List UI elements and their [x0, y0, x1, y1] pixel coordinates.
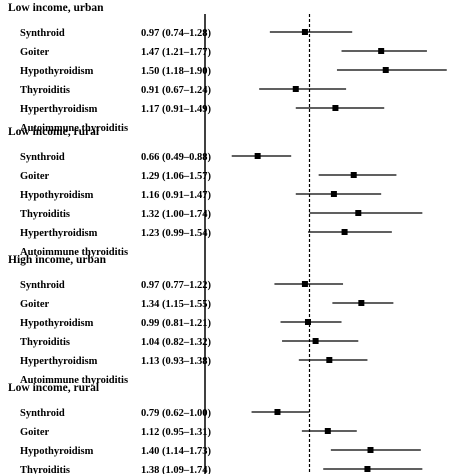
point-estimate-marker	[350, 172, 357, 178]
group-header: Low income, urban	[8, 2, 104, 14]
estimate-ci-text: 1.50 (1.18–1.90)	[141, 66, 211, 77]
row-label: Synthroid	[20, 408, 65, 419]
point-estimate-marker	[364, 466, 371, 472]
estimate-ci-text: 0.66 (0.49–0.88)	[141, 152, 211, 163]
point-estimate-marker	[274, 409, 281, 415]
estimate-ci-text: 1.47 (1.21–1.77)	[141, 47, 211, 58]
row-label: Hyperthyroidism	[20, 228, 98, 239]
row-label: Thyroiditis	[20, 465, 70, 474]
row-label: Hyperthyroidism	[20, 104, 98, 115]
point-estimate-marker	[292, 86, 299, 92]
point-estimate-marker	[355, 210, 362, 216]
estimate-ci-text: 1.12 (0.95–1.31)	[141, 427, 211, 438]
estimate-ci-text: 1.34 (1.15–1.55)	[141, 299, 211, 310]
row-label: Synthroid	[20, 152, 65, 163]
point-estimate-marker	[304, 319, 311, 325]
group-header: Low income, rural	[8, 126, 99, 138]
row-label: Thyroiditis	[20, 85, 70, 96]
point-estimate-marker	[332, 105, 339, 111]
row-label: Hypothyroidism	[20, 446, 94, 457]
row-label: Hypothyroidism	[20, 190, 94, 201]
estimate-ci-text: 1.04 (0.82–1.32)	[141, 337, 211, 348]
estimate-ci-text: 1.17 (0.91–1.49)	[141, 104, 211, 115]
estimate-ci-text: 1.38 (1.09–1.74)	[141, 465, 211, 474]
point-estimate-marker	[367, 447, 374, 453]
row-label: Hyperthyroidism	[20, 356, 98, 367]
estimate-ci-text: 0.97 (0.77–1.22)	[141, 280, 211, 291]
estimate-ci-text: 1.23 (0.99–1.54)	[141, 228, 211, 239]
group-header: Low income, rural	[8, 382, 99, 394]
point-estimate-marker	[382, 67, 389, 73]
point-estimate-marker	[301, 281, 308, 287]
row-label: Goiter	[20, 171, 49, 182]
row-label: Autoimmune thyroiditis	[20, 123, 128, 134]
row-label: Thyroiditis	[20, 337, 70, 348]
row-label: Thyroiditis	[20, 209, 70, 220]
point-estimate-marker	[378, 48, 385, 54]
estimate-ci-text: 0.91 (0.67–1.24)	[141, 85, 211, 96]
point-estimate-marker	[330, 191, 337, 197]
estimate-ci-text: 0.99 (0.81–1.21)	[141, 318, 211, 329]
point-estimate-marker	[301, 29, 308, 35]
estimate-ci-text: 1.40 (1.14–1.73)	[141, 446, 211, 457]
row-label: Synthroid	[20, 28, 65, 39]
point-estimate-marker	[324, 428, 331, 434]
estimate-ci-text: 0.79 (0.62–1.00)	[141, 408, 211, 419]
estimate-ci-text: 0.97 (0.74–1.28)	[141, 28, 211, 39]
point-estimate-marker	[358, 300, 365, 306]
point-estimate-marker	[326, 357, 333, 363]
point-estimate-marker	[312, 338, 319, 344]
point-estimate-marker	[254, 153, 261, 159]
row-label: Autoimmune thyroiditis	[20, 247, 128, 258]
row-label: Goiter	[20, 427, 49, 438]
row-label: Goiter	[20, 299, 49, 310]
estimate-ci-text: 1.13 (0.93–1.38)	[141, 356, 211, 367]
row-label: Autoimmune thyroiditis	[20, 375, 128, 386]
row-label: Goiter	[20, 47, 49, 58]
estimate-ci-text: 1.16 (0.91–1.47)	[141, 190, 211, 201]
estimate-ci-text: 1.29 (1.06–1.57)	[141, 171, 211, 182]
group-header: High income, urban	[8, 254, 107, 266]
row-label: Hypothyroidism	[20, 318, 94, 329]
row-label: Synthroid	[20, 280, 65, 291]
estimate-ci-text: 1.32 (1.00–1.74)	[141, 209, 211, 220]
point-estimate-marker	[341, 229, 348, 235]
row-label: Hypothyroidism	[20, 66, 94, 77]
